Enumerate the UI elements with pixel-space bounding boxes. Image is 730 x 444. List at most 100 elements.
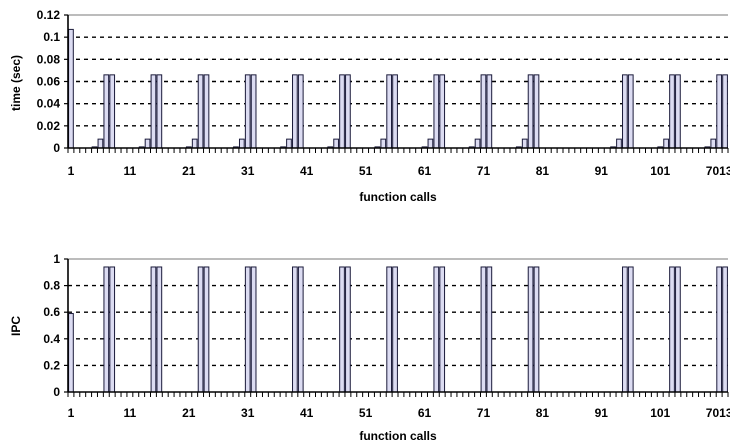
bar — [380, 138, 387, 149]
bar — [68, 313, 74, 393]
y-tick-label: 0.04 — [37, 97, 61, 111]
bar — [156, 74, 163, 149]
x-tick-label: 7013 — [706, 406, 730, 420]
x-tick-label: 101 — [650, 164, 670, 178]
bar — [297, 266, 304, 393]
x-tick-label: 91 — [595, 164, 609, 178]
bar — [150, 74, 157, 149]
x-tick-label: 91 — [595, 406, 609, 420]
bar — [203, 266, 210, 393]
bar — [627, 266, 634, 393]
bar — [527, 266, 534, 393]
y-tick-label: 0.08 — [37, 52, 61, 66]
y-axis-label: IPC — [9, 316, 23, 336]
bar — [533, 74, 540, 149]
x-tick-label: 7013 — [706, 164, 730, 178]
bar — [521, 138, 528, 149]
bar — [345, 74, 351, 149]
bar — [97, 138, 104, 149]
x-axis-label: function calls — [359, 190, 437, 204]
y-tick-label: 0.8 — [43, 279, 60, 293]
bar — [103, 74, 110, 149]
y-tick-label: 0 — [53, 141, 60, 155]
y-tick-label: 1 — [53, 252, 60, 266]
bar — [244, 74, 251, 149]
bar — [292, 266, 298, 393]
x-tick-label: 81 — [536, 164, 550, 178]
bar — [486, 266, 493, 393]
bar — [392, 266, 398, 393]
bar — [250, 266, 257, 393]
bar — [474, 138, 481, 149]
bar — [345, 266, 351, 393]
bar — [669, 266, 675, 393]
bar — [250, 74, 257, 149]
bar — [675, 266, 681, 393]
bar — [392, 74, 398, 149]
x-tick-label: 61 — [418, 406, 432, 420]
chart-2: 00.20.40.60.811 11 21 31 41 51 61 71 81 91 101 7013… — [9, 252, 730, 443]
bar — [533, 266, 540, 393]
bar — [197, 266, 204, 393]
bar — [669, 74, 675, 149]
bar — [109, 74, 116, 149]
bar — [627, 74, 634, 149]
bar — [663, 138, 669, 149]
bar — [433, 74, 440, 149]
bar — [197, 74, 204, 149]
bar — [439, 266, 446, 393]
bar — [675, 74, 681, 149]
bar — [433, 266, 440, 393]
y-tick-label: 0.12 — [37, 8, 61, 22]
bar — [286, 138, 292, 149]
y-axis-label: time (sec) — [9, 55, 23, 111]
bar — [109, 266, 116, 393]
x-tick-label: 1 — [68, 164, 75, 178]
bar — [716, 266, 723, 393]
x-tick-label: 71 — [477, 164, 491, 178]
x-tick-label: 1 — [68, 406, 75, 420]
x-tick-label: 51 — [359, 406, 373, 420]
bar — [68, 28, 74, 149]
bar — [144, 138, 151, 149]
x-tick-label: 101 — [650, 406, 670, 420]
x-tick-label: 31 — [241, 164, 255, 178]
bar — [616, 138, 622, 149]
x-axis-label: function calls — [359, 429, 437, 443]
y-tick-label: 0.1 — [43, 30, 60, 44]
bar — [486, 74, 493, 149]
bar — [333, 138, 339, 149]
y-tick-label: 0.4 — [43, 332, 60, 346]
x-tick-label: 41 — [300, 406, 314, 420]
bar — [339, 74, 345, 149]
bar — [480, 74, 487, 149]
y-tick-label: 0 — [53, 385, 60, 399]
bar — [203, 74, 210, 149]
bar — [480, 266, 487, 393]
bar — [150, 266, 157, 393]
y-tick-label: 0.2 — [43, 358, 60, 372]
bar — [386, 74, 393, 149]
x-tick-label: 31 — [241, 406, 255, 420]
x-tick-label: 11 — [124, 406, 137, 420]
x-tick-label: 41 — [300, 164, 314, 178]
bar — [297, 74, 304, 149]
y-tick-label: 0.6 — [43, 305, 60, 319]
bar — [156, 266, 163, 393]
bar — [716, 74, 723, 149]
bar — [191, 138, 198, 149]
bar — [292, 74, 298, 149]
bar — [622, 74, 628, 149]
bar — [238, 138, 245, 149]
bar — [439, 74, 446, 149]
x-tick-label: 51 — [359, 164, 373, 178]
x-tick-label: 21 — [182, 406, 196, 420]
bar — [427, 138, 434, 149]
x-tick-label: 21 — [182, 164, 196, 178]
x-tick-label: 81 — [536, 406, 550, 420]
x-tick-label: 71 — [477, 406, 491, 420]
bar — [244, 266, 251, 393]
chart-1: 00.020.040.060.080.10.121 11 21 31 41 51 61 71 8… — [9, 8, 730, 204]
